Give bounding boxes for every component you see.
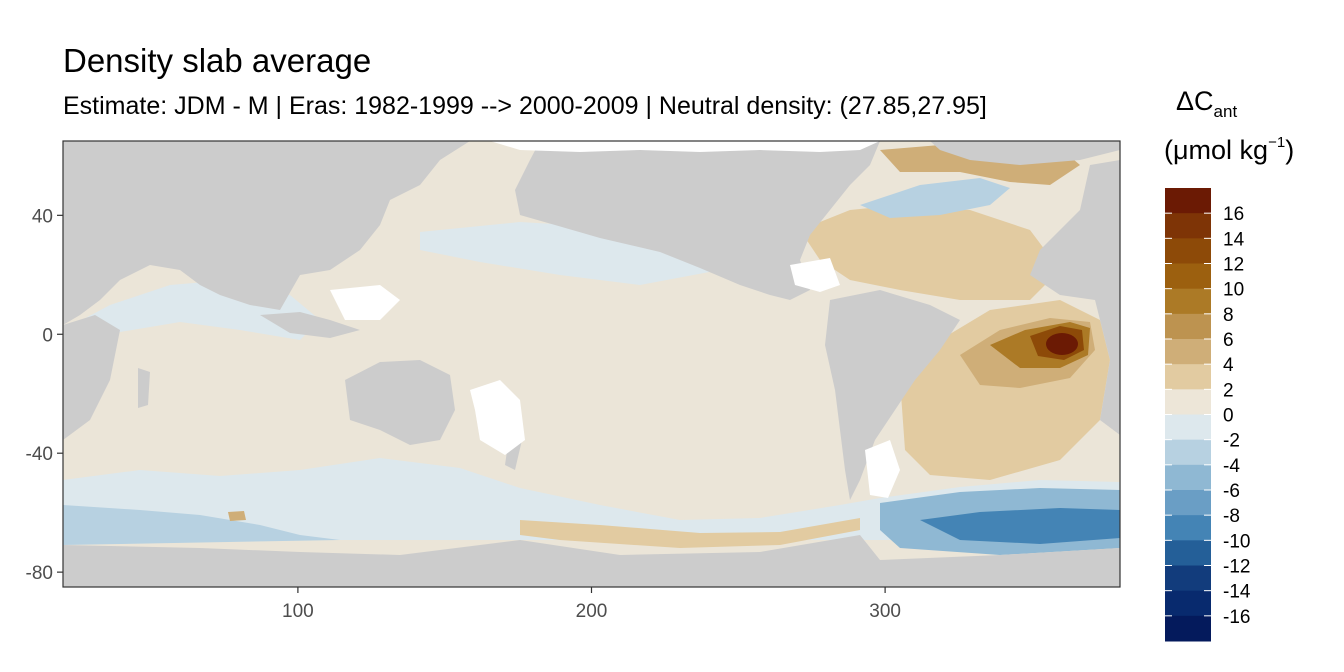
ross-sea-positive — [520, 518, 860, 548]
legend-label: -4 — [1223, 456, 1240, 477]
legend-label: 6 — [1223, 330, 1234, 351]
legend-label: -2 — [1223, 431, 1240, 452]
x-tick-label: 300 — [869, 601, 901, 622]
land-europe-africa — [1030, 160, 1120, 435]
legend-color-step — [1165, 288, 1211, 315]
y-tick-label: 40 — [32, 206, 53, 227]
legend-color-step — [1165, 339, 1211, 365]
legend-colorbar: 16 14 12 10 8 6 4 2 0 -2 -4 -6 -8 -10 -12 -14 -16 — [1165, 188, 1251, 642]
legend-color-step — [1165, 490, 1211, 516]
legend-title-delta-c: ΔC — [1176, 86, 1214, 116]
missing-arctic — [490, 141, 880, 152]
map-panel — [63, 141, 1120, 587]
legend-label: -10 — [1223, 531, 1250, 552]
land-south-america — [825, 290, 960, 500]
legend-label: 14 — [1223, 229, 1245, 250]
legend-label: -14 — [1223, 582, 1251, 603]
legend-label: 4 — [1223, 355, 1234, 376]
legend-color-step — [1165, 565, 1211, 592]
labrador-sea-negative — [860, 178, 1010, 218]
map-subtitle: Estimate: JDM - M | Eras: 1982-1999 --> … — [63, 92, 987, 120]
weddell-sea-core — [920, 508, 1120, 544]
map-title: Density slab average — [63, 42, 372, 79]
land-australia — [345, 360, 455, 445]
legend-label: 16 — [1223, 204, 1244, 225]
missing-sw-pacific — [470, 380, 525, 455]
legend-label: 12 — [1223, 255, 1244, 276]
land-indonesia — [260, 312, 360, 338]
southern-ocean-antarctic-edge — [63, 505, 340, 545]
legend-label: -16 — [1223, 607, 1250, 628]
land-north-america — [515, 141, 880, 300]
legend-color-step — [1165, 615, 1211, 642]
legend-label: 10 — [1223, 280, 1244, 301]
legend-color-step — [1165, 313, 1211, 340]
legend-label: -12 — [1223, 557, 1250, 578]
legend-color-step — [1165, 439, 1211, 466]
kerguelen-spot — [228, 511, 246, 521]
legend-color-step — [1165, 389, 1211, 415]
missing-caribbean — [790, 258, 840, 292]
legend-color-step — [1165, 515, 1211, 541]
legend-color-step — [1165, 414, 1211, 441]
legend-unit-close: ) — [1285, 135, 1295, 165]
legend-title-unit: (μmol kg−1) — [1164, 134, 1294, 166]
legend-color-step — [1165, 464, 1211, 491]
legend-color-step — [1165, 590, 1211, 617]
missing-indonesia-seas — [330, 285, 400, 320]
land-africa-west — [63, 315, 120, 440]
legend-title-subscript: ant — [1213, 102, 1238, 121]
legend-color-step — [1165, 364, 1211, 390]
legend-label: -6 — [1223, 481, 1240, 502]
y-tick-label: 0 — [42, 325, 53, 346]
land-greenland — [930, 141, 1120, 165]
tropical-atlantic-max — [1046, 333, 1078, 355]
legend-label: 2 — [1223, 380, 1234, 401]
x-tick-label: 100 — [282, 601, 314, 622]
land-madagascar — [138, 368, 150, 408]
legend-color-step — [1165, 238, 1211, 264]
legend-unit-main: (μmol kg — [1164, 135, 1269, 165]
y-tick-label: -80 — [26, 563, 53, 584]
legend-label: 0 — [1223, 406, 1234, 427]
north-atlantic-positive — [800, 205, 1060, 300]
x-tick-label: 200 — [576, 601, 608, 622]
legend-color-step — [1165, 540, 1211, 566]
legend-title-symbol: ΔCant — [1176, 86, 1237, 122]
legend-label: -8 — [1223, 506, 1240, 527]
legend-color-step — [1165, 213, 1211, 239]
legend-label: 8 — [1223, 305, 1234, 326]
land-antarctica — [63, 535, 1120, 587]
legend-color-step — [1165, 188, 1211, 214]
legend-unit-exponent: −1 — [1268, 134, 1286, 151]
land-asia-europe — [63, 141, 470, 325]
missing-se-pacific — [865, 440, 900, 498]
y-tick-label: -40 — [26, 444, 53, 465]
legend-color-step — [1165, 263, 1211, 290]
